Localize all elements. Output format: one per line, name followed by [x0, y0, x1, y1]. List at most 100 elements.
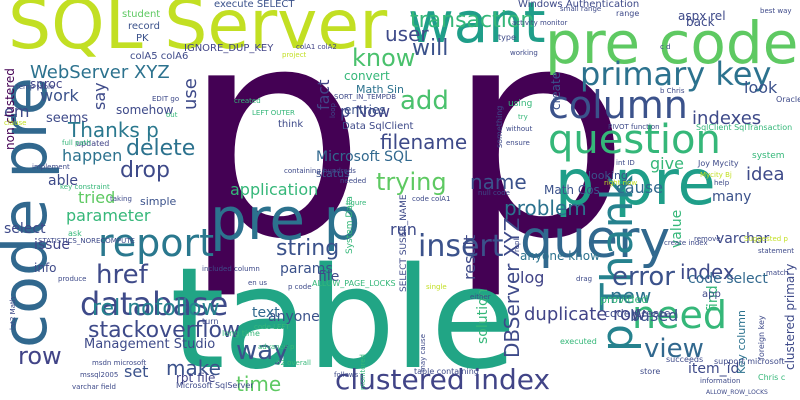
word: Suggested p	[744, 235, 788, 243]
word: new	[610, 284, 652, 308]
word: view	[644, 334, 704, 364]
word: text	[252, 305, 280, 321]
word: msdn microsoft	[92, 359, 147, 367]
word: en us	[248, 279, 268, 287]
word: happen	[62, 146, 123, 165]
word: ensure	[506, 139, 530, 147]
word: full path	[62, 139, 91, 147]
word: know	[352, 44, 416, 72]
word: null code	[478, 189, 510, 197]
word: execute SELECT	[214, 0, 295, 10]
word: LEFT OUTER	[252, 109, 295, 117]
word: p code	[288, 283, 312, 291]
word: SqlClient SqlTransaction	[696, 123, 793, 132]
word: included column	[202, 265, 260, 273]
word: create	[549, 71, 563, 110]
word: lat2 Math	[9, 296, 17, 330]
word: succeeds	[666, 355, 704, 364]
word: ask	[68, 229, 82, 238]
word: match	[766, 269, 789, 277]
word: may cause	[419, 333, 427, 372]
word: based	[630, 306, 679, 325]
word: app	[702, 289, 721, 300]
word: select	[4, 221, 46, 237]
word: give	[650, 154, 684, 173]
word: updated	[76, 139, 110, 148]
word: string	[276, 236, 340, 261]
word: student	[122, 9, 161, 20]
word: figure	[346, 199, 367, 207]
word: activity monitor	[512, 19, 568, 27]
word: something	[495, 105, 504, 148]
word: executed	[560, 337, 597, 346]
word: make	[166, 356, 221, 380]
word: rpt file	[176, 371, 216, 385]
word: set	[124, 362, 149, 381]
word: question	[548, 117, 721, 163]
word: temp table	[16, 83, 55, 91]
word: will	[412, 36, 449, 61]
word: result	[460, 234, 479, 280]
word: Microsoft SQL	[316, 149, 412, 165]
word: either	[470, 293, 491, 301]
word: clustered index	[335, 363, 551, 396]
word: duplicate row	[524, 304, 646, 325]
word: time	[236, 372, 282, 396]
word: non clustered	[3, 68, 17, 150]
word: issue	[34, 237, 70, 253]
word: looking	[588, 169, 628, 182]
word: ALLOW_PAGE_LOCKS	[312, 279, 396, 288]
word: containing hundreds	[284, 167, 356, 175]
word: query	[520, 210, 671, 270]
word: Math Sin	[356, 83, 405, 96]
word: repl	[513, 238, 521, 252]
word: SORT_IN_TEMPDB	[334, 93, 397, 101]
word: parameter	[66, 206, 151, 225]
word: em	[4, 102, 30, 121]
word: varchar	[716, 231, 770, 247]
word: database	[80, 285, 229, 323]
word: record	[128, 21, 160, 32]
word: anyone know	[520, 249, 600, 263]
word: Chris c	[758, 373, 786, 382]
word: convert	[344, 69, 390, 83]
word: idea	[746, 164, 785, 185]
word: p p	[182, 0, 630, 303]
word: created	[234, 97, 261, 105]
word: file	[318, 269, 340, 285]
word: think	[278, 119, 304, 130]
word: try	[518, 113, 528, 121]
word: clustered primary	[783, 263, 797, 370]
word: system	[752, 151, 785, 161]
word: rel nofollow	[92, 296, 220, 321]
word: c d	[660, 43, 671, 51]
word: aspx rel	[678, 9, 726, 23]
word: primary key	[580, 55, 772, 93]
word: anyone	[268, 309, 320, 325]
word: clause	[4, 119, 27, 127]
word: use	[180, 78, 201, 110]
word: small range	[560, 5, 602, 13]
word: table containing	[414, 367, 479, 376]
word: row	[18, 342, 62, 370]
word: range	[616, 9, 640, 18]
word: colA1 colA2	[296, 43, 337, 51]
word: long time	[222, 329, 260, 338]
word: without	[506, 125, 533, 133]
word: right now	[604, 179, 638, 187]
word: trying	[376, 168, 447, 196]
word: information	[700, 377, 741, 385]
word: foreign key	[757, 315, 766, 360]
word: drag	[576, 275, 593, 283]
word: many	[712, 189, 752, 205]
word: single	[426, 283, 447, 291]
word: report	[98, 221, 215, 265]
word: name	[470, 170, 527, 194]
word: int ID	[616, 159, 635, 167]
word: support microsoft	[714, 357, 785, 366]
word: index	[680, 260, 735, 284]
word: indexes	[692, 108, 762, 129]
word: Microsoft SqlServer	[176, 381, 254, 390]
word: p Now	[340, 102, 391, 121]
word: implement	[32, 163, 70, 171]
